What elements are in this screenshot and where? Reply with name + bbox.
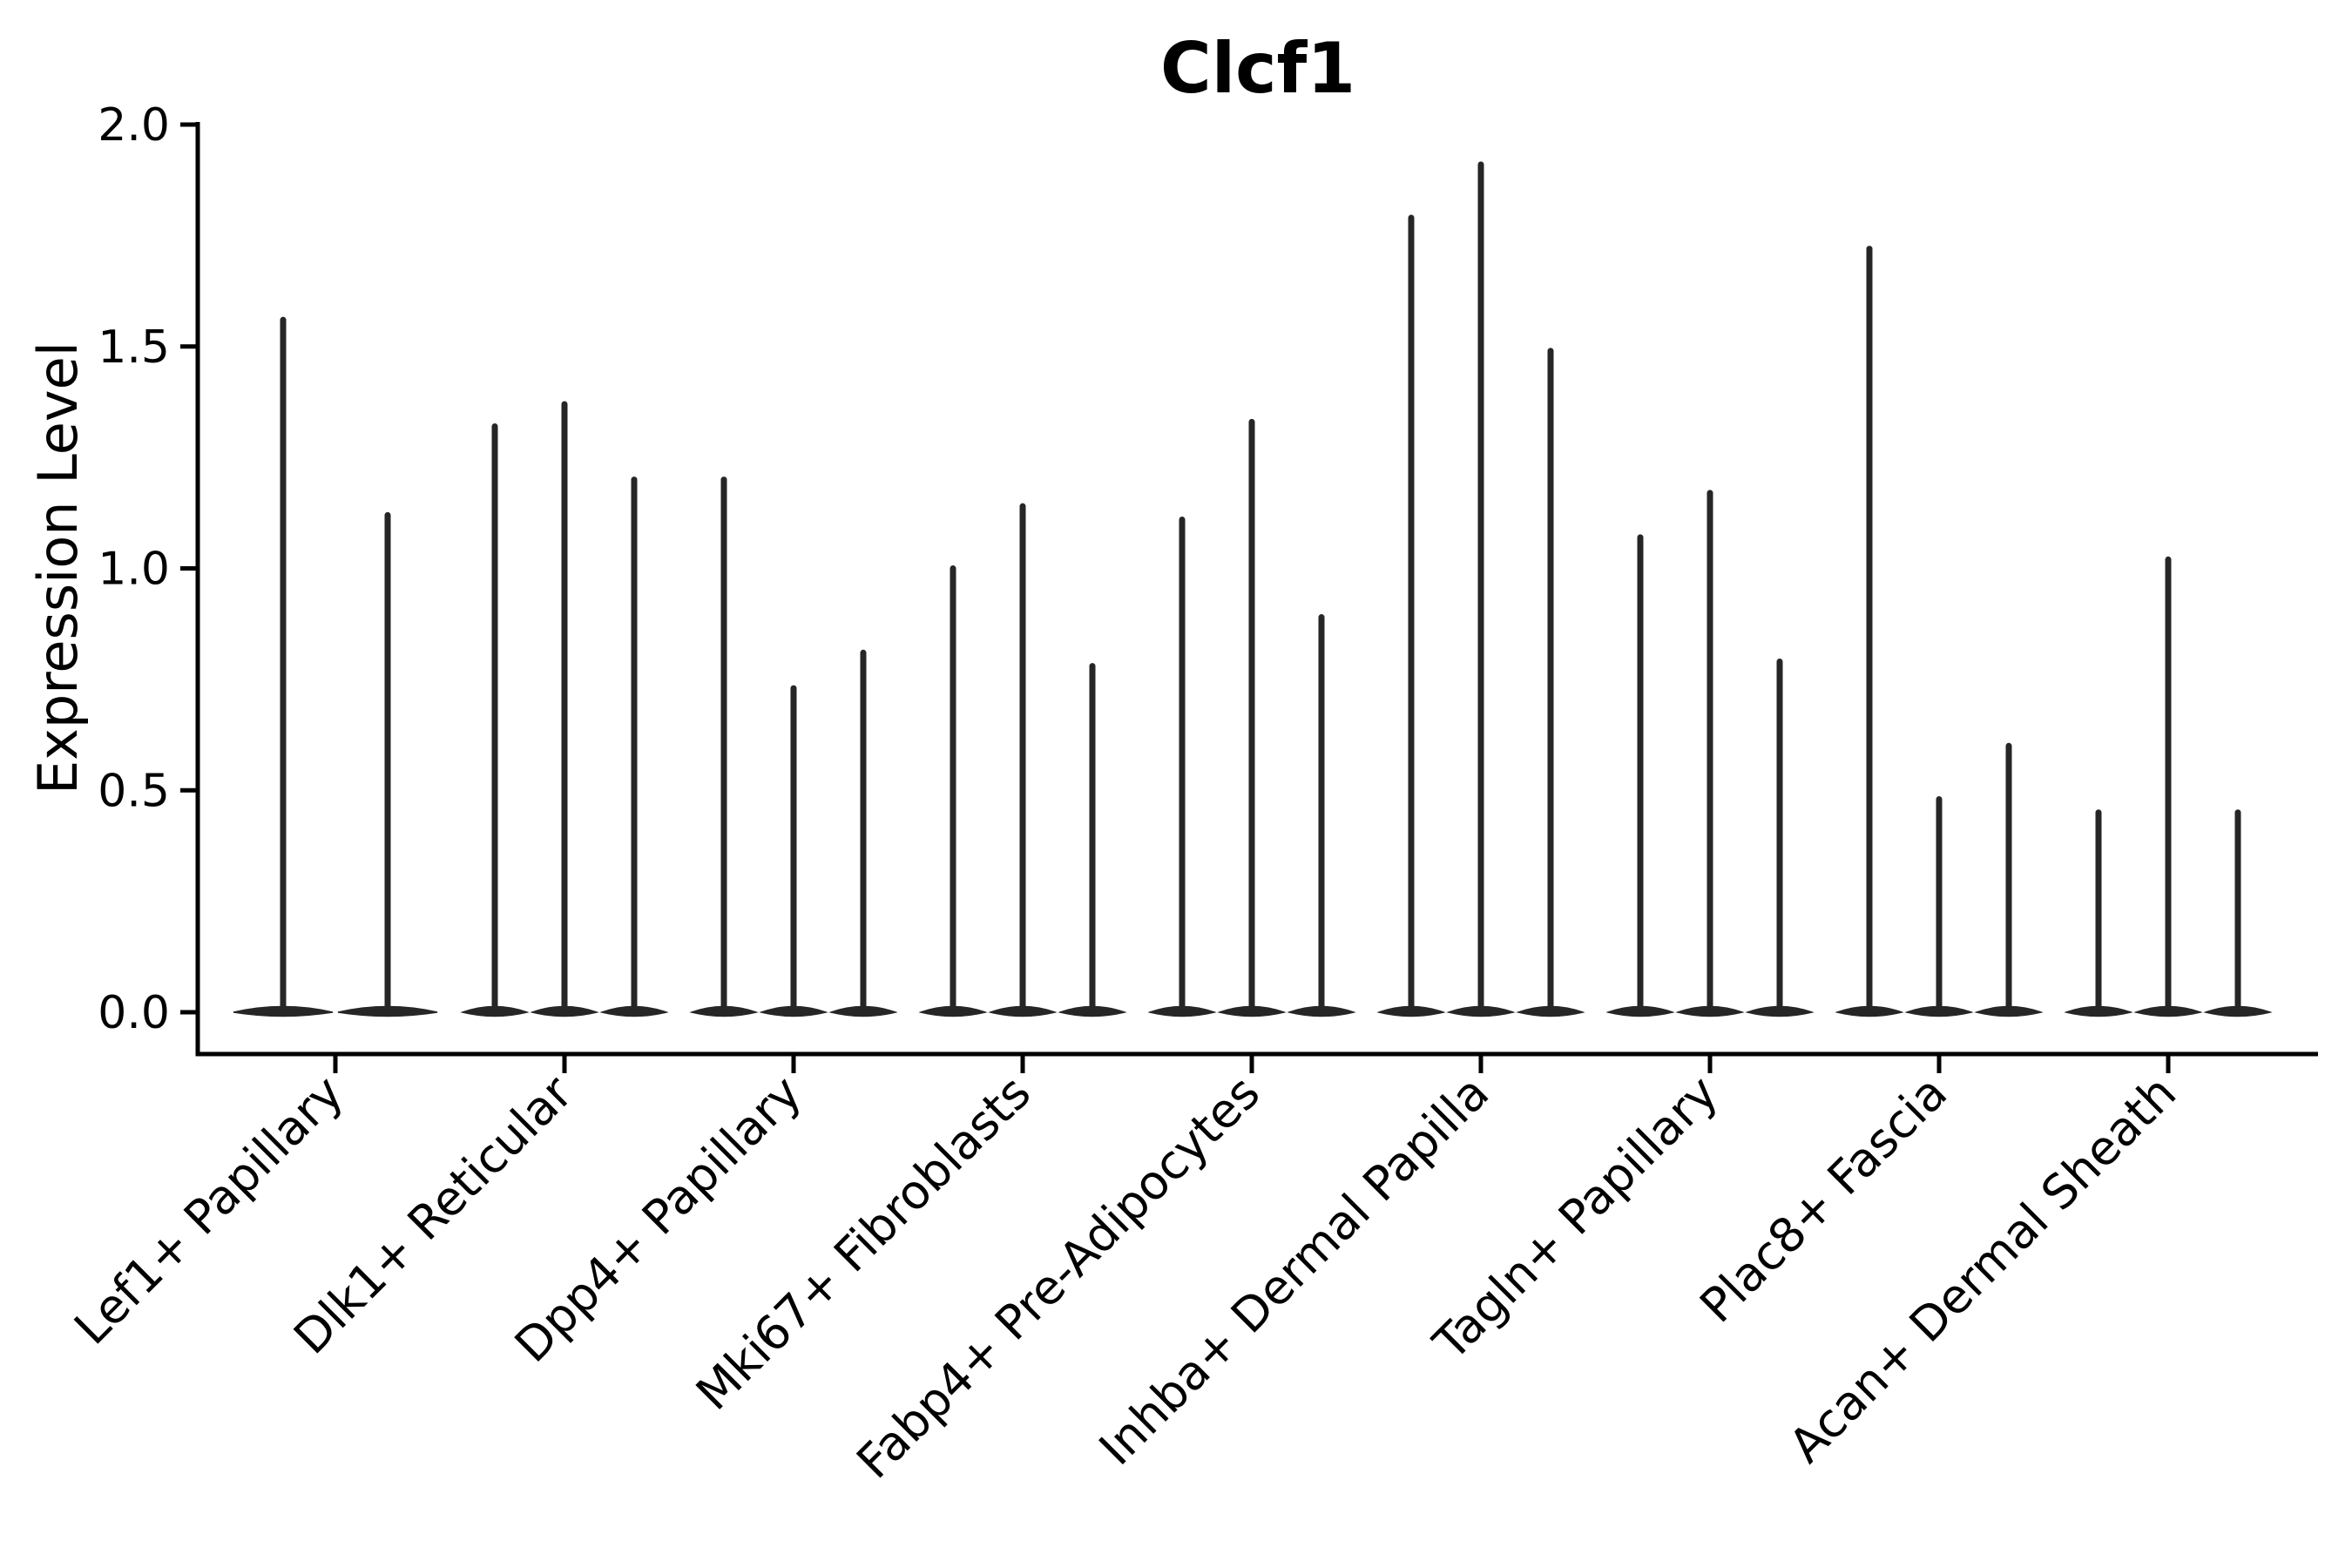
y-tick-label: 1.0 <box>98 544 170 596</box>
y-tick-label: 0.5 <box>98 765 170 817</box>
axes: 0.0 0.5 1.0 1.5 2.0 <box>98 99 2318 1073</box>
x-tick-label: Acan+ Dermal Sheath <box>1779 1065 2186 1473</box>
x-tick-label: Inhba+ Dermal Papilla <box>1089 1065 1499 1476</box>
chart-title: Clcf1 <box>1160 28 1355 109</box>
x-tick-label: Plac8+ Fascia <box>1689 1065 1957 1334</box>
y-tick-label: 2.0 <box>98 99 170 152</box>
y-tick-label: 0.0 <box>98 987 170 1039</box>
y-tick-label: 1.5 <box>98 321 170 374</box>
y-axis-label: Expression Level <box>26 341 90 794</box>
violins <box>233 161 2273 1017</box>
x-tick-label: Fabp4+ Pre-Adipocytes <box>846 1065 1270 1490</box>
